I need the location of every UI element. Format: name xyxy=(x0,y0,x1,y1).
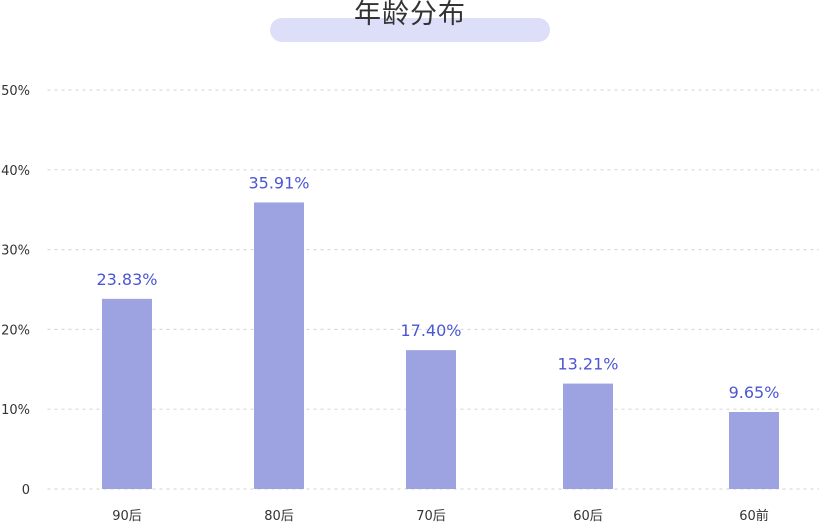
value-label: 9.65% xyxy=(729,383,780,402)
value-label: 23.83% xyxy=(96,270,157,289)
value-label: 17.40% xyxy=(400,321,461,340)
bar-70后 xyxy=(406,350,456,489)
y-tick-label: 40% xyxy=(1,164,30,179)
y-tick-label: 20% xyxy=(1,323,30,338)
title-background xyxy=(270,18,550,42)
bar-60前 xyxy=(729,411,779,489)
x-tick-label: 60后 xyxy=(573,509,603,522)
y-tick-label: 0 xyxy=(22,483,30,498)
x-tick-label: 80后 xyxy=(264,509,294,522)
x-tick-label: 70后 xyxy=(416,509,446,522)
bar-90后 xyxy=(102,298,152,489)
value-label: 13.21% xyxy=(557,355,618,374)
chart-title: 年龄分布 xyxy=(354,0,466,30)
y-tick-label: 30% xyxy=(1,244,30,259)
y-tick-label: 50% xyxy=(1,84,30,99)
bar-80后 xyxy=(254,202,304,489)
x-tick-label: 90后 xyxy=(112,509,142,522)
y-tick-label: 10% xyxy=(1,403,30,418)
value-label: 35.91% xyxy=(248,173,309,192)
bar-60后 xyxy=(563,383,613,489)
x-tick-label: 60前 xyxy=(739,508,769,522)
